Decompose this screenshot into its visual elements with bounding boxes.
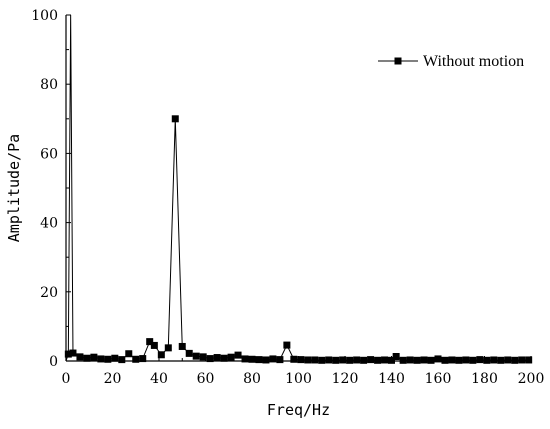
data-point — [276, 356, 284, 364]
data-point — [220, 354, 228, 362]
data-point — [427, 356, 435, 364]
data-point — [297, 356, 305, 364]
data-point — [283, 341, 291, 349]
data-point — [388, 356, 395, 364]
data-point — [346, 356, 354, 364]
data-point — [469, 356, 477, 364]
data-point — [497, 356, 505, 364]
data-point — [178, 342, 186, 350]
data-point — [213, 354, 221, 362]
data-point — [171, 115, 179, 123]
data-point — [455, 356, 463, 364]
data-point — [413, 356, 421, 364]
data-point — [490, 356, 498, 364]
y-tick-label: 20 — [40, 285, 58, 301]
data-point — [304, 356, 312, 364]
data-point — [332, 356, 340, 364]
data-point — [518, 356, 526, 364]
data-point — [146, 338, 154, 346]
x-tick-label: 100 — [285, 371, 312, 387]
data-point — [227, 353, 235, 361]
data-point — [192, 352, 200, 360]
data-point — [525, 356, 533, 364]
data-point — [483, 356, 491, 364]
data-point — [90, 353, 98, 361]
data-point — [64, 350, 72, 358]
data-point — [262, 356, 270, 364]
x-tick-label: 180 — [471, 371, 498, 387]
y-tick-label: 80 — [40, 77, 58, 93]
data-point — [441, 356, 449, 364]
data-point — [83, 354, 91, 362]
data-point — [118, 356, 126, 364]
data-point — [318, 356, 326, 364]
data-point — [157, 351, 165, 359]
data-point — [392, 353, 400, 361]
data-point — [185, 349, 193, 357]
data-point — [311, 356, 319, 364]
data-point — [511, 356, 519, 364]
data-point — [269, 355, 277, 363]
y-tick-label: 40 — [40, 216, 58, 232]
data-point — [150, 341, 158, 349]
series-layer — [64, 14, 533, 364]
data-point — [360, 356, 368, 364]
data-point — [406, 356, 414, 364]
data-point — [353, 356, 361, 364]
data-point — [199, 353, 207, 361]
x-tick-label: 60 — [197, 371, 215, 387]
y-axis-title: Amplitude/Pa — [5, 134, 23, 242]
x-tick-label: 160 — [425, 371, 452, 387]
data-point — [111, 354, 119, 362]
y-tick-label: 100 — [31, 8, 58, 24]
data-point — [367, 356, 375, 364]
data-point — [139, 355, 147, 363]
legend-marker — [394, 57, 402, 65]
y-tick-label: 60 — [40, 146, 58, 162]
legend: Without motion — [378, 53, 524, 70]
data-point — [339, 356, 347, 364]
x-tick-label: 0 — [62, 371, 71, 387]
data-point — [76, 353, 84, 361]
data-point — [420, 356, 428, 364]
data-point — [125, 350, 133, 358]
data-point — [69, 349, 77, 357]
x-tick-label: 120 — [332, 371, 359, 387]
x-tick-label: 200 — [518, 371, 545, 387]
legend-label: Without motion — [423, 53, 524, 70]
data-point — [374, 356, 382, 364]
data-point — [462, 356, 470, 364]
data-point — [381, 356, 389, 364]
data-point — [164, 344, 172, 352]
data-point — [132, 355, 140, 363]
data-point — [206, 355, 214, 363]
data-point — [325, 356, 333, 364]
data-point — [448, 356, 456, 364]
x-tick-label: 20 — [104, 371, 122, 387]
data-point — [476, 356, 484, 364]
data-point — [399, 356, 407, 364]
y-tick-label: 0 — [49, 354, 58, 370]
data-point — [104, 355, 112, 363]
x-tick-label: 140 — [378, 371, 405, 387]
x-tick-label: 80 — [243, 371, 261, 387]
data-point — [241, 355, 249, 363]
x-tick-label: 40 — [150, 371, 168, 387]
data-point — [290, 355, 298, 363]
data-point — [248, 355, 256, 363]
data-point — [97, 355, 105, 363]
x-axis-title: Freq/Hz — [267, 401, 330, 419]
data-point — [434, 355, 442, 363]
data-point — [255, 356, 263, 364]
data-point — [234, 351, 242, 359]
data-point — [504, 356, 512, 364]
